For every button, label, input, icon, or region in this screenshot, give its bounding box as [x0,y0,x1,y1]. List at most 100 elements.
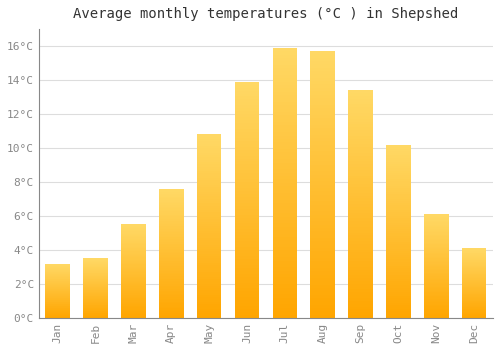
Bar [348,116,373,119]
Bar [424,222,448,223]
Bar [197,242,222,245]
Bar [348,236,373,238]
Bar [348,144,373,147]
Bar [197,290,222,293]
Bar [234,150,260,153]
Bar [348,224,373,227]
Bar [159,216,184,218]
Bar [386,168,410,170]
Bar [159,250,184,252]
Bar [234,138,260,141]
Bar [121,316,146,317]
Bar [348,261,373,264]
Bar [424,232,448,234]
Bar [386,225,410,227]
Bar [159,313,184,315]
Bar [462,294,486,295]
Bar [386,290,410,292]
Bar [159,273,184,274]
Bar [386,201,410,203]
Bar [310,208,335,211]
Bar [462,258,486,259]
Bar [197,231,222,233]
Bar [121,314,146,316]
Bar [46,312,70,313]
Bar [234,253,260,256]
Bar [424,296,448,297]
Bar [159,287,184,289]
Bar [310,151,335,155]
Bar [310,164,335,168]
Bar [121,256,146,257]
Bar [310,198,335,201]
Bar [462,315,486,316]
Bar [84,267,108,268]
Bar [121,292,146,293]
Bar [348,204,373,207]
Bar [310,168,335,171]
Bar [121,240,146,241]
Bar [462,290,486,291]
Bar [386,210,410,212]
Bar [272,284,297,288]
Bar [197,258,222,261]
Bar [121,300,146,302]
Bar [121,258,146,260]
Bar [84,264,108,265]
Bar [159,257,184,258]
Bar [310,231,335,235]
Bar [46,269,70,270]
Bar [272,55,297,58]
Bar [272,294,297,298]
Bar [462,268,486,269]
Bar [234,232,260,235]
Bar [159,237,184,239]
Bar [159,211,184,213]
Bar [424,317,448,318]
Bar [272,274,297,278]
Bar [310,291,335,295]
Bar [386,286,410,288]
Bar [84,282,108,283]
Bar [159,213,184,215]
Bar [272,210,297,213]
Bar [272,105,297,108]
Bar [272,260,297,264]
Bar [159,219,184,221]
Bar [121,298,146,299]
Bar [348,238,373,241]
Bar [462,285,486,286]
Bar [348,250,373,252]
Bar [159,253,184,255]
Bar [159,261,184,263]
Bar [46,270,70,271]
Bar [348,90,373,93]
Bar [121,303,146,304]
Bar [348,178,373,181]
Bar [159,299,184,300]
Bar [386,246,410,248]
Bar [197,224,222,226]
Bar [386,231,410,233]
Bar [159,284,184,286]
Bar [272,271,297,274]
Bar [121,252,146,254]
Bar [159,278,184,279]
Bar [234,117,260,120]
Bar [424,271,448,273]
Bar [424,256,448,257]
Bar [424,282,448,283]
Bar [272,200,297,203]
Bar [424,238,448,239]
Bar [386,257,410,259]
Bar [348,110,373,113]
Bar [310,131,335,134]
Bar [159,258,184,260]
Bar [84,287,108,288]
Bar [386,309,410,312]
Bar [197,189,222,192]
Bar [386,199,410,201]
Bar [234,123,260,126]
Bar [348,107,373,110]
Bar [121,234,146,235]
